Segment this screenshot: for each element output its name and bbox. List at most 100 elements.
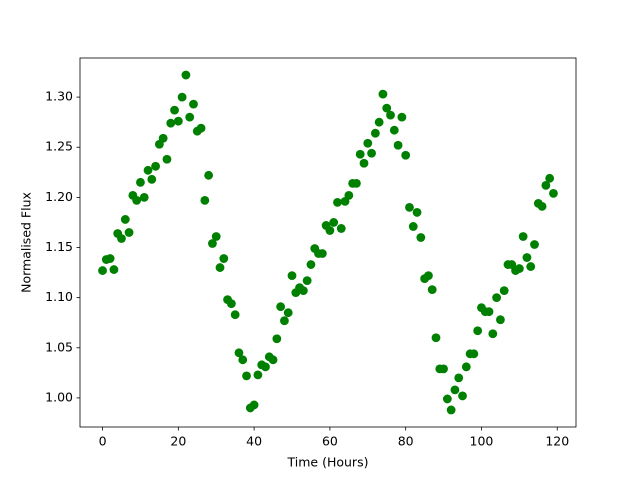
data-point	[120, 215, 130, 224]
data-point	[204, 170, 214, 180]
data-point	[370, 128, 380, 138]
data-point	[189, 99, 198, 109]
x-tick-label: 0	[99, 434, 107, 449]
data-point	[242, 371, 251, 381]
data-point	[378, 89, 388, 99]
data-point	[526, 262, 536, 271]
data-point	[249, 400, 259, 410]
data-point	[541, 180, 551, 190]
data-point	[276, 302, 286, 312]
x-tick-label: 100	[470, 434, 494, 449]
data-point	[522, 253, 532, 262]
data-point	[401, 150, 411, 160]
data-point	[261, 362, 270, 372]
data-point	[336, 224, 346, 233]
data-point	[226, 299, 236, 309]
y-tick-label: 1.10	[45, 289, 73, 304]
data-point	[124, 228, 134, 237]
data-point	[109, 265, 119, 274]
data-point	[450, 385, 460, 395]
data-point	[518, 232, 528, 241]
data-point	[147, 174, 157, 184]
data-point	[268, 355, 278, 365]
data-point	[215, 263, 225, 272]
plot-frame	[79, 57, 577, 428]
data-point	[431, 333, 441, 343]
y-tick-label: 1.00	[45, 389, 73, 404]
data-point	[363, 138, 373, 148]
data-point	[143, 165, 153, 175]
data-point	[549, 188, 558, 198]
y-tick-label: 1.20	[45, 189, 73, 204]
data-point	[208, 239, 217, 248]
data-point	[545, 173, 555, 183]
data-point	[412, 208, 422, 217]
x-tick-label: 120	[545, 434, 569, 449]
data-point	[283, 308, 293, 318]
data-point	[530, 240, 539, 249]
data-point	[272, 334, 282, 344]
data-point	[499, 286, 509, 296]
data-point	[181, 70, 191, 80]
data-point	[355, 149, 365, 159]
y-tick-label: 1.25	[45, 139, 73, 154]
data-point	[280, 316, 289, 326]
data-point	[117, 234, 126, 243]
data-point	[238, 355, 248, 365]
data-point	[136, 177, 145, 187]
x-tick-label: 40	[246, 434, 262, 449]
data-point	[416, 233, 426, 242]
data-point	[302, 276, 312, 286]
data-point	[446, 405, 456, 415]
data-point	[317, 249, 327, 258]
data-point	[382, 103, 392, 113]
x-axis-label: Time (Hours)	[287, 455, 369, 470]
data-point	[230, 310, 240, 320]
data-point	[162, 154, 172, 164]
data-point	[132, 195, 142, 205]
data-point	[405, 203, 414, 212]
data-point	[344, 190, 354, 200]
data-point	[488, 329, 498, 339]
data-point	[298, 286, 308, 296]
data-point	[306, 260, 316, 269]
data-point	[484, 307, 494, 317]
data-point	[458, 391, 467, 401]
data-point	[158, 133, 168, 143]
data-point	[151, 161, 160, 171]
data-point	[287, 271, 297, 280]
data-point	[367, 148, 376, 158]
data-point	[393, 140, 403, 150]
y-tick-label: 1.30	[45, 89, 73, 104]
data-point	[200, 195, 210, 205]
data-point	[408, 222, 418, 231]
x-tick-label: 20	[170, 434, 186, 449]
data-point	[166, 118, 176, 128]
data-point	[352, 178, 361, 188]
data-point	[105, 254, 115, 263]
data-point	[170, 105, 179, 115]
data-point	[439, 364, 448, 374]
data-point	[253, 370, 263, 380]
data-point	[427, 285, 437, 295]
y-axis-label: Normalised Flux	[19, 192, 34, 293]
data-point	[496, 315, 505, 325]
data-point	[473, 326, 483, 336]
y-tick-label: 1.05	[45, 339, 73, 354]
data-point	[177, 92, 187, 102]
data-point	[386, 110, 395, 120]
data-point	[139, 192, 149, 202]
data-point	[359, 158, 369, 168]
data-point	[98, 266, 107, 275]
data-point	[461, 362, 471, 372]
data-point	[196, 123, 206, 133]
data-point	[325, 226, 335, 235]
data-point	[454, 373, 464, 383]
x-tick-label: 80	[398, 434, 414, 449]
data-point	[537, 202, 547, 211]
data-point	[424, 271, 433, 280]
data-point	[442, 394, 452, 404]
data-point	[329, 218, 339, 227]
